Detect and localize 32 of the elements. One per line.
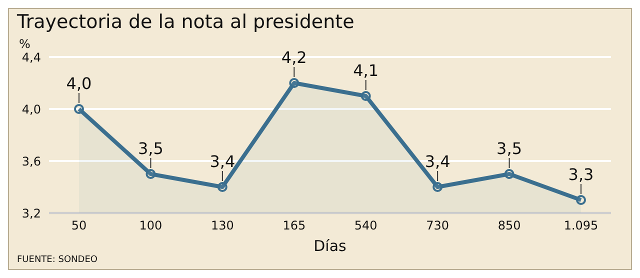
data-label: 3,3	[568, 165, 594, 184]
source-note: FUENTE: SONDEO	[17, 255, 98, 265]
chart-title: Trayectoria de la nota al presidente	[17, 11, 354, 33]
x-axis-title: Días	[314, 237, 347, 255]
data-label: 3,5	[138, 139, 164, 158]
point	[360, 91, 371, 101]
point	[146, 169, 156, 179]
x-tick-label: 50	[71, 218, 87, 233]
data-label: 3,5	[496, 139, 522, 158]
point	[432, 182, 443, 192]
data-label: 3,4	[424, 152, 450, 171]
x-tick-label: 850	[498, 218, 521, 233]
data-label: 4,2	[281, 48, 307, 67]
point	[217, 182, 228, 192]
x-tick-label: 730	[426, 218, 450, 233]
point	[504, 169, 514, 179]
y-tick-label: 3,2	[22, 206, 41, 220]
data-label: 4,0	[66, 74, 92, 93]
y-tick-label: 4,4	[22, 50, 41, 64]
point	[289, 78, 300, 88]
x-tick-label: 130	[210, 218, 234, 233]
x-tick-label: 100	[139, 218, 162, 233]
y-tick-label: 3,6	[22, 154, 41, 168]
data-label: 3,4	[210, 152, 236, 171]
y-tick-label: 4,0	[22, 102, 41, 116]
y-axis-title: %	[19, 37, 30, 51]
data-label: 4,1	[353, 61, 379, 80]
x-tick-label: 165	[282, 218, 306, 233]
point	[576, 195, 586, 205]
point	[74, 104, 84, 114]
x-tick-label: 540	[354, 218, 378, 233]
x-tick-label: 1.095	[564, 218, 598, 233]
